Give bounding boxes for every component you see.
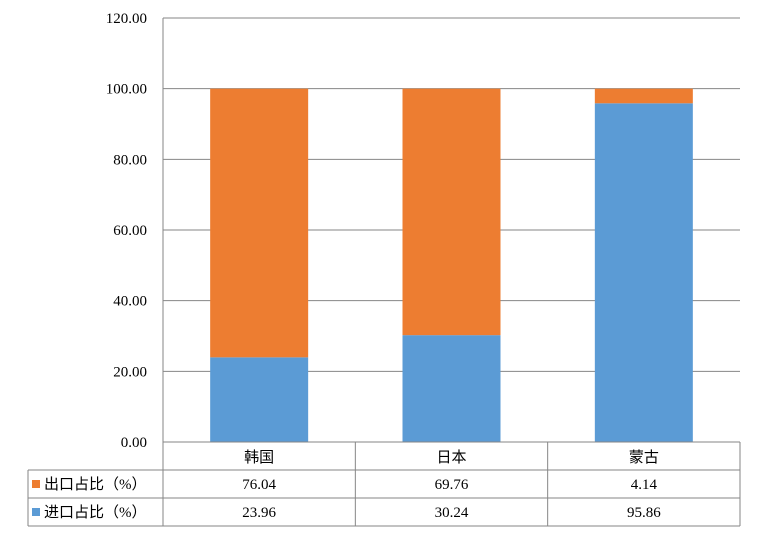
y-tick-label: 100.00 xyxy=(106,82,147,98)
table-cell-value: 95.86 xyxy=(627,505,661,521)
table-cell-value: 76.04 xyxy=(242,477,276,493)
y-tick-label: 120.00 xyxy=(106,11,147,27)
table-row-label: 出口占比（%） xyxy=(44,476,147,493)
bar-segment xyxy=(210,88,309,358)
bar-segment xyxy=(210,357,309,442)
legend-key xyxy=(32,508,40,516)
y-tick-label: 20.00 xyxy=(113,364,147,380)
table-cell-value: 4.14 xyxy=(631,477,658,493)
bar-segment xyxy=(402,335,501,442)
table-row-label: 进口占比（%） xyxy=(44,504,147,521)
y-tick-label: 60.00 xyxy=(113,223,147,239)
category-label: 蒙古 xyxy=(629,449,659,466)
legend-key xyxy=(32,480,40,488)
bars-layer xyxy=(210,88,693,442)
bar-segment xyxy=(594,88,693,104)
category-label: 韩国 xyxy=(244,449,274,466)
bar-segment xyxy=(402,88,501,336)
bar-segment xyxy=(594,103,693,442)
y-tick-label: 80.00 xyxy=(113,152,147,168)
category-label: 日本 xyxy=(436,449,466,466)
table-cell-value: 23.96 xyxy=(242,505,276,521)
table-cell-value: 30.24 xyxy=(435,505,469,521)
y-tick-label: 0.00 xyxy=(121,435,147,451)
y-tick-label: 40.00 xyxy=(113,294,147,310)
table-cell-value: 69.76 xyxy=(435,477,469,493)
axis-layer: 0.00 20.00 40.00 60.00 80.00 100.00 120.00 xyxy=(106,11,164,451)
